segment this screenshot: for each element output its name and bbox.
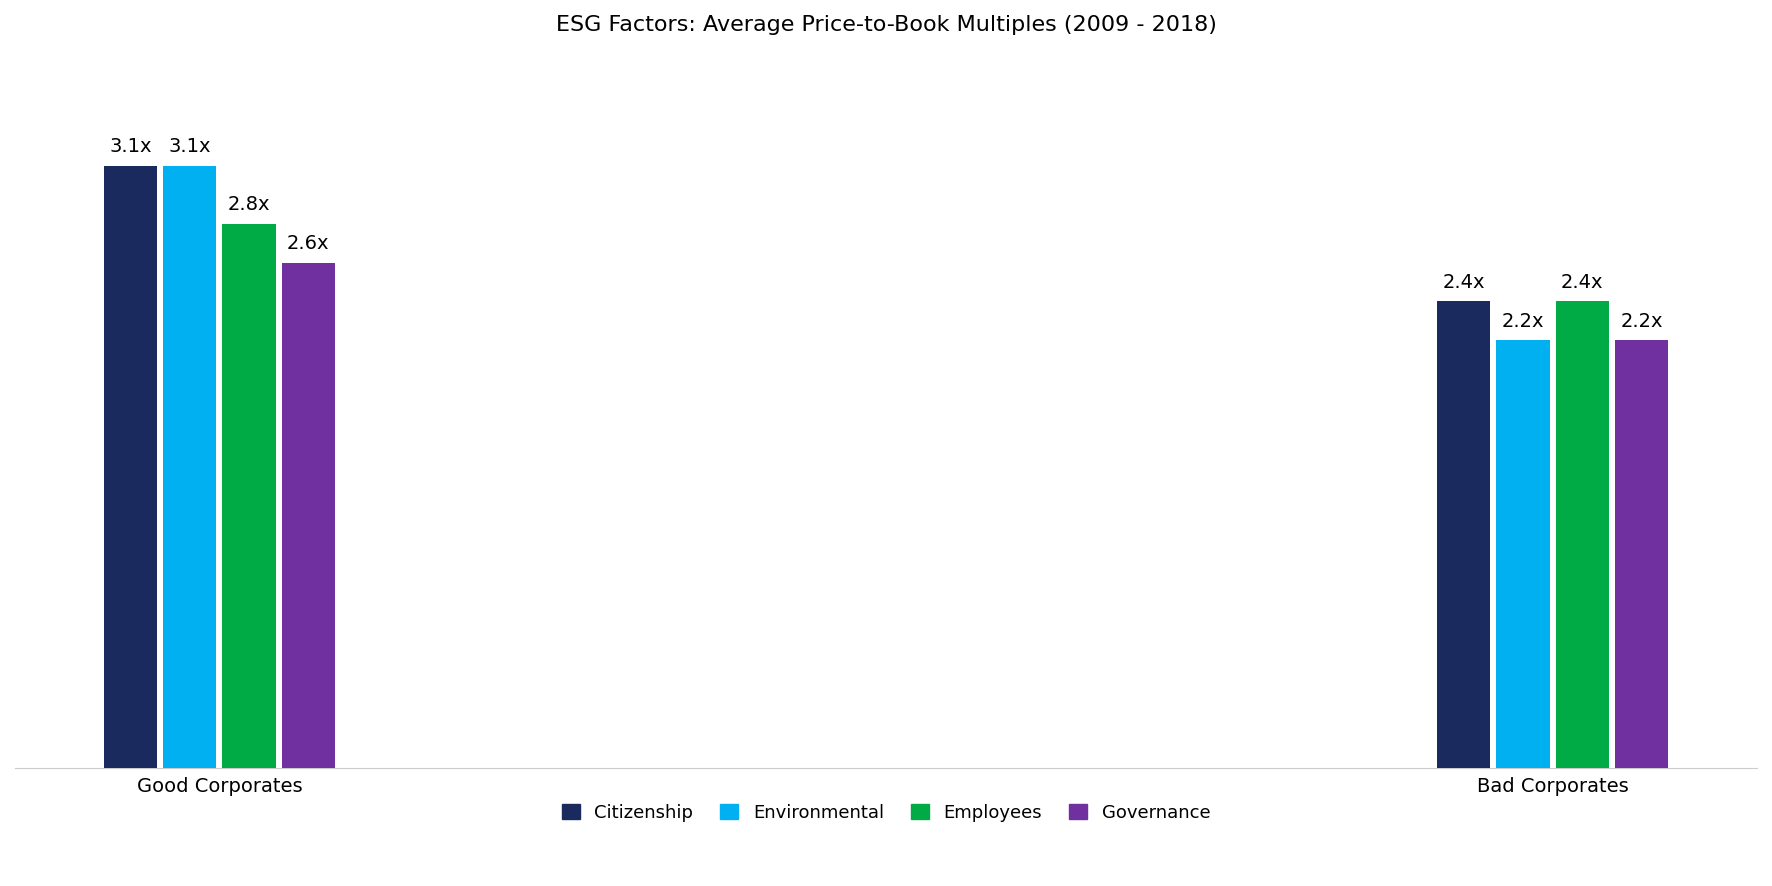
Bar	[163, 166, 216, 767]
Text: 2.2x: 2.2x	[1501, 312, 1543, 330]
Text: 2.2x: 2.2x	[1620, 312, 1662, 330]
Text: 2.4x: 2.4x	[1561, 273, 1604, 291]
Bar	[222, 224, 276, 767]
Bar	[282, 262, 335, 767]
Bar	[1437, 301, 1490, 767]
Bar	[1556, 301, 1609, 767]
Bar	[1496, 340, 1550, 767]
Text: 2.8x: 2.8x	[229, 195, 271, 214]
Title: ESG Factors: Average Price-to-Book Multiples (2009 - 2018): ESG Factors: Average Price-to-Book Multi…	[556, 15, 1216, 35]
Legend: Citizenship, Environmental, Employees, Governance: Citizenship, Environmental, Employees, G…	[555, 797, 1217, 829]
Text: 2.4x: 2.4x	[1442, 273, 1485, 291]
Text: 2.6x: 2.6x	[287, 234, 330, 253]
Bar	[105, 166, 158, 767]
Bar	[1614, 340, 1667, 767]
Text: 3.1x: 3.1x	[110, 136, 152, 156]
Text: 3.1x: 3.1x	[168, 136, 211, 156]
